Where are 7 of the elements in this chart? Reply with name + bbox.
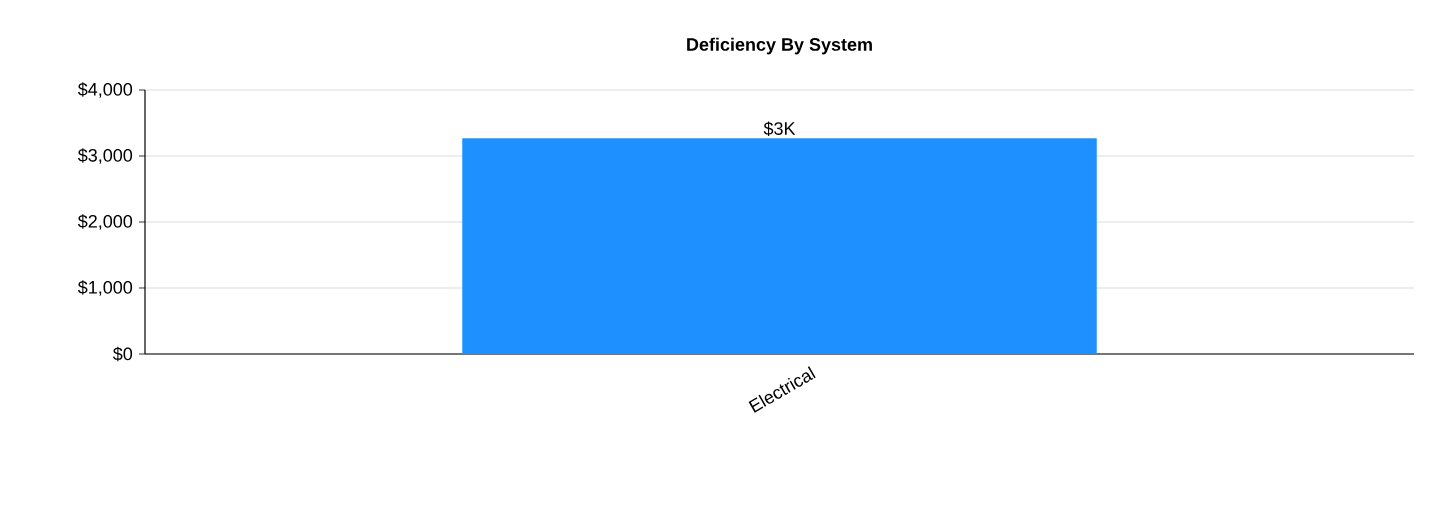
y-tick-label: $1,000 (77, 280, 133, 296)
data-label: $3K (763, 121, 796, 136)
y-tick-label: $4,000 (77, 82, 133, 98)
y-tick-label: $0 (112, 346, 133, 362)
y-tick-label: $2,000 (77, 214, 133, 230)
chart-title: Deficiency By System (687, 37, 872, 55)
y-tick-label: $3,000 (77, 148, 133, 164)
